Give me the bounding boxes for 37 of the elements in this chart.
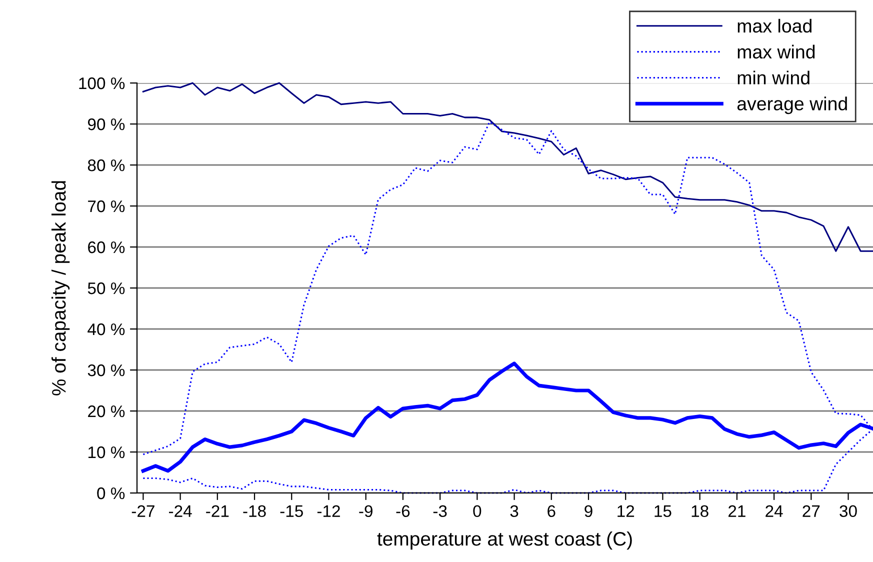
legend-label: max load [738,18,812,33]
x-tick-label: -18 [243,505,266,518]
x-tick-label: -27 [132,505,154,517]
x-tick-label: 9 [584,505,592,518]
x-tick-label: -3 [433,505,447,518]
y-tick-label: 90 % [88,118,125,130]
x-tick-label: -15 [280,505,303,518]
x-tick-label: -9 [359,505,372,518]
x-tick-label: 21 [728,505,746,517]
x-tick-label: 18 [692,505,708,518]
x-tick-label: 3 [510,505,518,518]
legend-label: max wind [738,44,815,59]
x-tick-label: 27 [802,505,820,517]
y-tick-label: 10 % [88,446,125,458]
y-tick-label: 40 % [88,323,125,336]
y-tick-label: 100 % [79,77,125,90]
y-tick-label: 60 % [88,241,125,254]
y-tick-label: 0 % [97,487,125,500]
x-tick-label: 30 [840,505,857,518]
y-axis-title: % of capacity / peak load [51,181,70,396]
x-axis-title: temperature at west coast (C) [377,531,632,550]
x-tick-label: 24 [766,505,783,517]
x-tick-label: -12 [317,505,340,517]
y-tick-label: 70 % [88,200,125,212]
y-tick-label: 20 % [88,405,125,418]
x-tick-label: 15 [654,505,672,518]
x-tick-label: 0 [473,505,482,518]
legend-label: min wind [738,70,810,84]
x-tick-label: 6 [548,505,556,518]
legend-label: average wind [737,96,847,114]
x-tick-label: -21 [206,505,229,517]
y-tick-label: 50 % [88,282,125,294]
y-tick-label: 80 % [88,159,125,172]
x-tick-label: -24 [168,505,192,517]
x-tick-label: 12 [618,505,634,517]
x-tick-label: -6 [396,505,410,518]
y-tick-label: 30 % [88,364,125,376]
